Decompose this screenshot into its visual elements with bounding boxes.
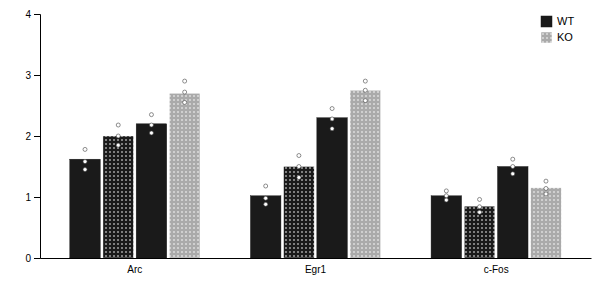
bar (284, 167, 315, 259)
bar (136, 124, 167, 258)
bar (169, 93, 200, 258)
chart: 0 1 2 3 4 Arc Egr1 c-Fos WT KO (0, 0, 605, 286)
dot (116, 143, 120, 147)
dot (264, 202, 268, 206)
plot: 0 1 2 3 4 Arc Egr1 c-Fos WT KO (25, 9, 591, 275)
tick-label: 1 (25, 192, 31, 203)
tick-label: 0 (25, 253, 31, 264)
legend-label: WT (557, 15, 574, 27)
dot (330, 107, 334, 111)
dot (83, 147, 87, 151)
dot (478, 210, 482, 214)
dot (544, 192, 548, 196)
dot (363, 99, 367, 103)
dot (297, 175, 301, 179)
legend-label: KO (557, 31, 573, 43)
dot (544, 186, 548, 190)
axis-line (34, 15, 41, 259)
series (169, 79, 561, 258)
dot (330, 117, 334, 121)
bar (70, 159, 101, 258)
dot (297, 154, 301, 158)
dot (444, 194, 448, 198)
dot (149, 113, 153, 117)
dot (444, 198, 448, 202)
tick-label: Arc (127, 264, 142, 275)
bar (431, 196, 462, 258)
tick: 0 (25, 253, 40, 264)
legend-swatch (541, 32, 552, 43)
dot (297, 165, 301, 169)
dot (83, 160, 87, 164)
dot (149, 123, 153, 127)
dot (183, 79, 187, 83)
bar (497, 167, 528, 259)
dot (83, 168, 87, 172)
legend-swatch (541, 16, 552, 27)
bar (531, 188, 562, 258)
legend-entry: KO (541, 31, 573, 43)
dot (116, 134, 120, 138)
tick-mark (34, 75, 40, 76)
tick-label: 2 (25, 131, 31, 142)
tick: c-Fos (484, 258, 509, 275)
dot (363, 88, 367, 92)
dot (363, 79, 367, 83)
series (103, 123, 495, 258)
tick: 1 (25, 192, 40, 203)
dot (444, 189, 448, 193)
dot (544, 179, 548, 183)
y-axis: 0 1 2 3 4 (25, 9, 40, 264)
tick-mark (34, 197, 40, 198)
dot (511, 157, 515, 161)
legend: WT KO (541, 15, 574, 43)
axis-line (41, 258, 592, 259)
tick: Arc (127, 258, 142, 275)
tick: Egr1 (305, 258, 327, 275)
bar (464, 206, 495, 258)
dot (264, 184, 268, 188)
tick: 3 (25, 70, 40, 81)
dot (511, 172, 515, 176)
dot (511, 165, 515, 169)
tick: 2 (25, 131, 40, 142)
dot (478, 197, 482, 201)
tick-mark (34, 136, 40, 137)
tick-label: 3 (25, 70, 31, 81)
tick: 4 (25, 9, 40, 20)
dot (330, 127, 334, 131)
tick-label: Egr1 (305, 264, 327, 275)
dot (183, 100, 187, 104)
bar (103, 136, 134, 258)
bar (250, 196, 281, 258)
tick-label: c-Fos (484, 264, 509, 275)
tick-mark (34, 258, 40, 259)
dot (116, 123, 120, 127)
legend-entry: WT (541, 15, 574, 27)
dot (264, 196, 268, 200)
bar (350, 90, 381, 258)
dot (149, 131, 153, 135)
dot (478, 205, 482, 209)
tick-label: 4 (25, 9, 31, 20)
dot (183, 90, 187, 94)
marks (70, 79, 561, 258)
bar (317, 118, 348, 258)
tick-mark (34, 14, 40, 15)
x-axis: Arc Egr1 c-Fos (41, 258, 592, 275)
